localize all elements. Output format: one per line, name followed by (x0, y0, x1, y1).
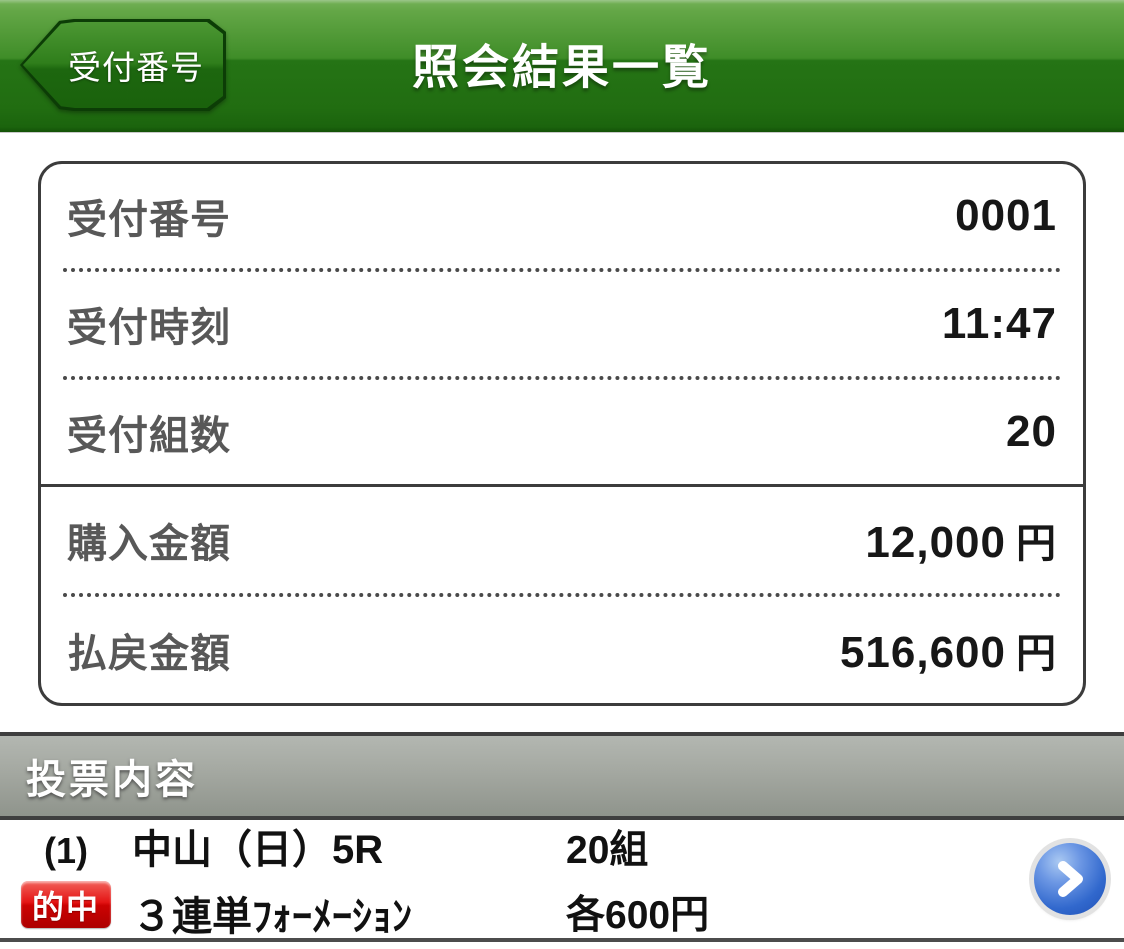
bet-race: 中山（日）5R (132, 827, 384, 872)
page-title: 照会結果一覧 (412, 40, 712, 94)
detail-button[interactable] (1034, 843, 1106, 915)
row-label: 受付組数 (67, 414, 231, 458)
header: 受付番号 照会結果一覧 (0, 0, 1124, 133)
row-value: 0001 (955, 191, 1057, 240)
currency-unit: 円 (1016, 522, 1057, 566)
row-value: 12,000 円 (865, 518, 1057, 567)
section-divider (41, 484, 1083, 487)
summary-row-receipt-number: 受付番号 0001 (41, 164, 1083, 268)
dotted-divider (63, 376, 1061, 380)
bet-amount-column: 20組 各600円 (566, 819, 709, 940)
row-label: 受付時刻 (67, 306, 231, 350)
back-arrow-icon: 受付番号 (23, 22, 223, 108)
bet-index-column: (1) 的中 (0, 830, 132, 928)
summary-row-combination-count: 受付組数 20 (41, 380, 1083, 484)
back-button-label: 受付番号 (68, 49, 204, 86)
currency-unit: 円 (1016, 632, 1057, 676)
bet-type: ３連単ﾌｫｰﾒｰｼｮﾝ (132, 894, 412, 939)
row-label: 受付番号 (67, 198, 231, 242)
chevron-right-icon (1058, 861, 1083, 897)
bet-description-column: 中山（日）5R ３連単ﾌｫｰﾒｰｼｮﾝ (132, 817, 566, 942)
row-value: 20 (1006, 407, 1057, 456)
section-title: 投票内容 (26, 758, 198, 802)
summary-row-purchase-amount: 購入金額 12,000 円 (41, 487, 1083, 593)
row-label: 購入金額 (67, 522, 231, 566)
row-value: 11:47 (941, 299, 1057, 348)
summary-row-payout-amount: 払戻金額 516,600 円 (41, 597, 1083, 703)
bet-combination-count: 20組 (566, 828, 649, 872)
back-button[interactable]: 受付番号 (20, 19, 226, 111)
vote-content-section-bar: 投票内容 (0, 732, 1124, 820)
dotted-divider (63, 268, 1061, 272)
hit-status-badge: 的中 (21, 881, 111, 928)
bet-amount-each: 各600円 (566, 893, 710, 937)
receipt-summary-card: 受付番号 0001 受付時刻 11:47 受付組数 20 購入金額 12,000… (38, 161, 1086, 706)
bet-list-item[interactable]: (1) 的中 中山（日）5R ３連単ﾌｫｰﾒｰｼｮﾝ 20組 各600円 (0, 820, 1124, 942)
summary-row-receipt-time: 受付時刻 11:47 (41, 272, 1083, 376)
bet-index: (1) (44, 830, 88, 871)
row-value: 516,600 円 (839, 628, 1057, 677)
dotted-divider (63, 593, 1061, 597)
row-label: 払戻金額 (67, 632, 231, 676)
